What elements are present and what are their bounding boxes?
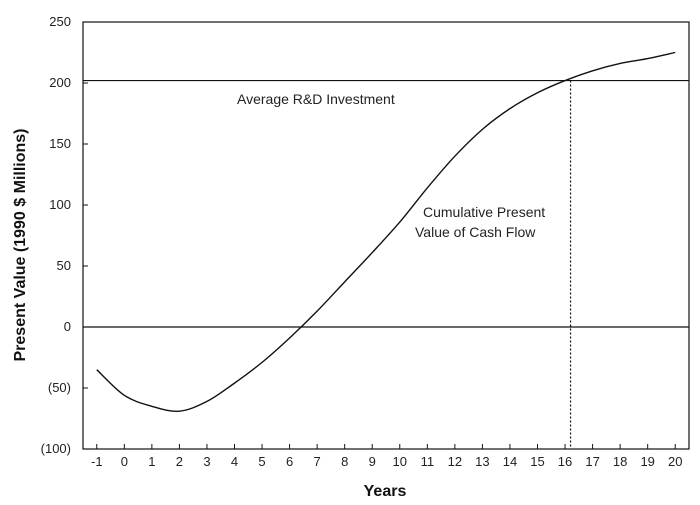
- y-tick-label: (50): [48, 380, 71, 395]
- annotation-cumulative-pv-line2: Value of Cash Flow: [415, 224, 536, 240]
- y-tick-label: 250: [49, 14, 71, 29]
- y-axis-title: Present Value (1990 $ Millions): [12, 129, 29, 362]
- annotation-average-rd-investment: Average R&D Investment: [237, 91, 395, 107]
- y-tick-label: (100): [41, 441, 71, 456]
- plot-border: [82, 21, 690, 450]
- x-tick-label: 16: [558, 454, 572, 469]
- x-tick-label: -1: [91, 454, 103, 469]
- x-tick-label: 9: [369, 454, 376, 469]
- y-tick-label: 0: [64, 319, 71, 334]
- y-tick-label: 150: [49, 136, 71, 151]
- x-tick-label: 6: [286, 454, 293, 469]
- x-tick-label: 2: [176, 454, 183, 469]
- x-tick-label: 8: [341, 454, 348, 469]
- annotation-cumulative-pv-line1: Cumulative Present: [423, 204, 545, 220]
- reference-lines: [83, 79, 689, 449]
- x-tick-label: 18: [613, 454, 627, 469]
- series-line-cumulative-present-value: [96, 51, 676, 413]
- x-tick-label: 20: [668, 454, 682, 469]
- x-tick-label: 0: [121, 454, 128, 469]
- series-layer: [96, 51, 676, 413]
- x-tick-label: 4: [231, 454, 238, 469]
- x-tick-label: 15: [530, 454, 544, 469]
- x-tick-label: 7: [314, 454, 321, 469]
- x-tick-label: 14: [503, 454, 517, 469]
- x-tick-label: 3: [203, 454, 210, 469]
- x-tick-label: 13: [475, 454, 489, 469]
- y-tick-label: 50: [57, 258, 71, 273]
- x-tick-label: 11: [421, 454, 435, 469]
- plot-frame: [82, 21, 690, 450]
- x-tick-label: 17: [585, 454, 599, 469]
- x-axis-title: Years: [364, 483, 407, 500]
- y-axis-ticks: (100) (50) 0 50 100 150 200 250: [41, 14, 88, 456]
- y-tick-label: 200: [49, 75, 71, 90]
- x-axis-ticks: -1 0 1 2 3 4 5 6 7 8 9 10 11 12 13 14 15 16 17 18 19 20: [91, 444, 682, 469]
- y-tick-label: 100: [49, 197, 71, 212]
- x-tick-label: 10: [393, 454, 407, 469]
- x-tick-label: 1: [148, 454, 155, 469]
- x-tick-label: 19: [640, 454, 654, 469]
- x-tick-label: 12: [448, 454, 462, 469]
- x-tick-label: 5: [258, 454, 265, 469]
